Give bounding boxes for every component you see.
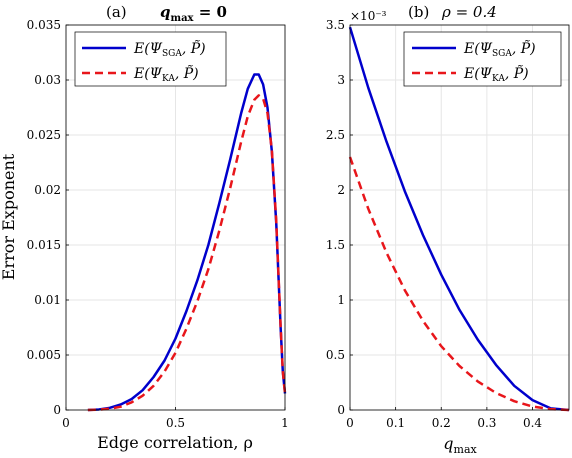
panel-b-xlabel: qmax (443, 434, 477, 456)
panel-b-xtick-label: 0.3 (477, 416, 496, 430)
panel-b-ytick-label: 0.5 (326, 348, 345, 362)
panel-a-ytick-label: 0.01 (34, 293, 61, 307)
panel-b-frame (349, 24, 570, 411)
panel-a-title: qmax = 0 (160, 3, 227, 24)
panel-a-chart: 0 0.5 1 00.0050.010.0150.020.0250.030.035 … (27, 3, 289, 452)
panel-a-ytick-label: 0 (53, 403, 61, 417)
panel-b-series-line-sga (348, 26, 570, 412)
panel-b-xtick-label: 0 (346, 416, 354, 430)
panel-a-y-ticks: 0 0.005 0.01 0.015 0.02 0.025 0.03 0.035 (27, 18, 69, 417)
panel-a-x-ticks: 0 0.5 1 (62, 407, 289, 430)
panel-b-ytick-label: 1 (337, 293, 345, 307)
panel-a-ytick-label: 0.035 (27, 18, 61, 32)
panel-a-legend-label-sga: E(ΨSGA, P̃) (133, 39, 206, 59)
panel-a-series-line-ka (87, 94, 287, 412)
panel-b-ytick-label: 3.5 (326, 18, 345, 32)
panel-b-chart: 0 0.1 0.2 0.3 0.4 0 0.5 1 1.5 2 2.5 3 3.5 ×10⁻³ (b)… (326, 3, 570, 456)
panel-a-ytick-label: 0.015 (27, 238, 61, 252)
panel-a-ytick-label: 0.025 (27, 128, 61, 142)
panel-a-label: (a) (106, 3, 127, 21)
panel-b-legend: E(ΨSGA, P̃) E(ΨKA, P̃) (403, 31, 562, 87)
panel-a-ytick-label: 0.03 (34, 73, 61, 87)
panel-b-ytick-label: 2.5 (326, 128, 345, 142)
panel-b-multiplier: ×10⁻³ (350, 9, 387, 23)
panel-a-ytick-label: 0.005 (27, 348, 61, 362)
panel-b-legend-label-ka: E(ΨKA, P̃) (463, 64, 529, 84)
y-axis-label: Error Exponent (0, 153, 18, 280)
panel-b-y-ticks: 0 0.5 1 1.5 2 2.5 3 3.5 (326, 18, 353, 417)
panel-b-xtick-label: 0.4 (523, 416, 542, 430)
panel-b-ytick-label: 0 (337, 403, 345, 417)
panel-b-x-ticks: 0 0.1 0.2 0.3 0.4 (346, 407, 542, 430)
panel-b-ytick-label: 1.5 (326, 238, 345, 252)
panel-a-ytick-label: 0.02 (34, 183, 61, 197)
panel-a-xlabel: Edge correlation, ρ (97, 433, 253, 452)
panel-b-xtick-label: 0.2 (432, 416, 451, 430)
panel-b-title: ρ = 0.4 (441, 3, 497, 21)
panel-b-ytick-label: 3 (337, 73, 345, 87)
panel-b-label: (b) (408, 3, 429, 21)
panel-a-series (87, 73, 287, 412)
panel-b-series (348, 26, 570, 412)
panel-a-legend-label-ka: E(ΨKA, P̃) (133, 64, 199, 84)
panel-a-xtick-label: 1 (281, 416, 289, 430)
panel-a-legend-box (74, 31, 227, 87)
panel-b-legend-label-sga: E(ΨSGA, P̃) (463, 39, 536, 59)
panel-a-xtick-label: 0 (62, 416, 70, 430)
panel-b-ytick-label: 2 (337, 183, 345, 197)
panel-b-xtick-label: 0.1 (386, 416, 405, 430)
panel-a-legend: E(ΨSGA, P̃) E(ΨKA, P̃) (74, 31, 227, 87)
panel-a-xtick-label: 0.5 (166, 416, 185, 430)
panel-b-legend-box (403, 31, 562, 87)
panel-b-series-line-ka (348, 156, 570, 412)
